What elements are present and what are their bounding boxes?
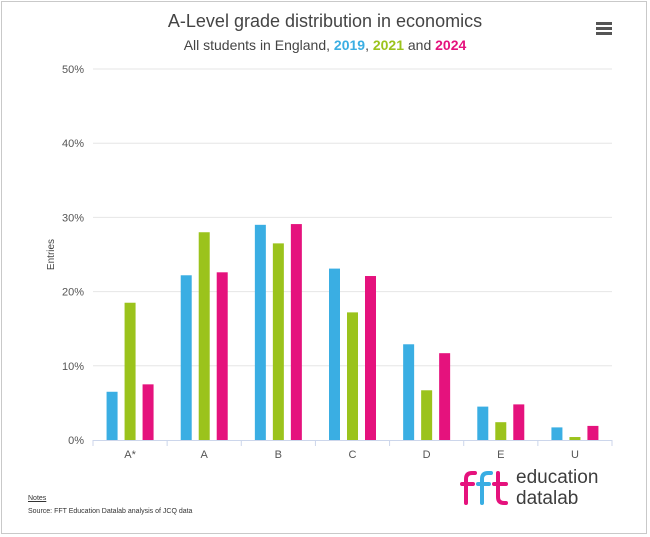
y-tick-label: 40% xyxy=(62,138,84,150)
bar-2024-D xyxy=(439,353,451,440)
x-tick-label: A xyxy=(201,449,209,461)
x-tick-label: A* xyxy=(124,449,136,461)
hamburger-menu-icon[interactable] xyxy=(596,21,612,35)
x-tick-label: C xyxy=(349,449,357,461)
subtitle-separator-2: and xyxy=(404,37,436,53)
x-tick-label: U xyxy=(571,449,579,461)
x-tick-label: B xyxy=(275,449,282,461)
bar-2021-B xyxy=(272,243,284,440)
fft-education-datalab-logo: education datalab xyxy=(460,467,620,512)
y-tick-label: 10% xyxy=(62,361,84,373)
logo-line-1: education xyxy=(516,467,599,488)
bar-2024-B xyxy=(290,224,302,440)
bar-2021-A xyxy=(198,232,210,440)
logo-wordmark: education datalab xyxy=(516,467,598,509)
subtitle-year-2024: 2024 xyxy=(435,37,467,53)
chart-title: A-Level grade distribution in economics xyxy=(167,11,483,31)
bar-2021-U xyxy=(569,437,581,440)
bar-2019-D xyxy=(403,344,415,440)
bar-2021-Astar xyxy=(124,302,136,440)
notes-link[interactable]: Notes xyxy=(28,495,47,502)
bar-2019-E xyxy=(477,406,489,440)
bar-2021-D xyxy=(421,390,433,440)
subtitle-separator-1: , xyxy=(365,37,373,53)
bar-2024-A xyxy=(216,272,228,440)
logo-line-2: datalab xyxy=(516,488,579,509)
y-axis-label: Entries xyxy=(46,239,57,270)
bar-2019-B xyxy=(254,224,266,440)
fft-logo-icon xyxy=(460,471,508,505)
y-tick-label: 0% xyxy=(68,435,84,447)
subtitle-prefix: All students in England, xyxy=(183,37,334,53)
y-tick-label: 30% xyxy=(62,212,84,224)
bar-2024-C xyxy=(365,276,376,440)
source-text: Source: FFT Education Datalab analysis o… xyxy=(28,508,193,515)
bar-2021-E xyxy=(495,422,507,440)
bar-2024-Astar xyxy=(142,384,154,440)
bar-2019-A xyxy=(180,275,192,440)
bar-2019-Astar xyxy=(106,391,118,440)
y-tick-label: 50% xyxy=(62,64,84,76)
bar-2021-C xyxy=(347,312,358,440)
y-tick-label: 20% xyxy=(62,287,84,299)
x-tick-label: D xyxy=(423,449,431,461)
bar-2019-C xyxy=(329,268,340,440)
bar-2024-U xyxy=(587,425,599,440)
x-tick-label: E xyxy=(497,449,504,461)
chart-subtitle: All students in England, 2019, 2021 and … xyxy=(0,37,650,53)
bar-2019-U xyxy=(551,427,563,440)
bar-2024-E xyxy=(513,404,525,440)
subtitle-year-2021: 2021 xyxy=(372,37,404,53)
subtitle-year-2019: 2019 xyxy=(333,37,366,53)
